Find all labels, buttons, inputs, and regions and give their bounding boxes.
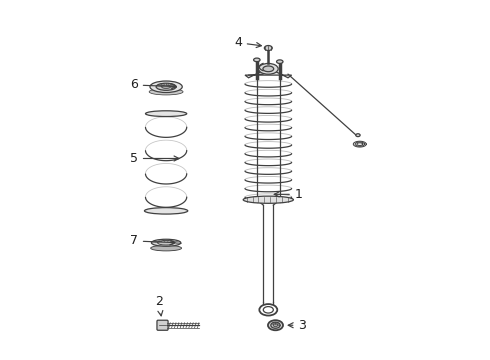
Ellipse shape (268, 320, 283, 330)
Ellipse shape (158, 240, 174, 245)
Ellipse shape (146, 111, 187, 117)
Polygon shape (245, 71, 292, 78)
Ellipse shape (150, 246, 181, 251)
Ellipse shape (145, 208, 188, 214)
Ellipse shape (162, 85, 171, 88)
Text: 4: 4 (234, 36, 261, 49)
FancyBboxPatch shape (157, 320, 168, 330)
Ellipse shape (151, 239, 181, 246)
Ellipse shape (149, 89, 183, 95)
Ellipse shape (258, 63, 278, 74)
Ellipse shape (271, 322, 280, 328)
Ellipse shape (263, 66, 274, 72)
Ellipse shape (356, 134, 360, 136)
Text: 5: 5 (130, 152, 179, 165)
Ellipse shape (276, 60, 283, 63)
Text: 1: 1 (274, 188, 303, 201)
Ellipse shape (150, 81, 182, 93)
Ellipse shape (243, 196, 294, 203)
Text: 2: 2 (155, 296, 163, 316)
Text: 7: 7 (130, 234, 175, 247)
Ellipse shape (265, 45, 272, 50)
Text: 3: 3 (288, 319, 306, 332)
Ellipse shape (273, 324, 278, 327)
Ellipse shape (254, 58, 260, 62)
Ellipse shape (156, 83, 176, 90)
Text: 6: 6 (130, 78, 176, 91)
